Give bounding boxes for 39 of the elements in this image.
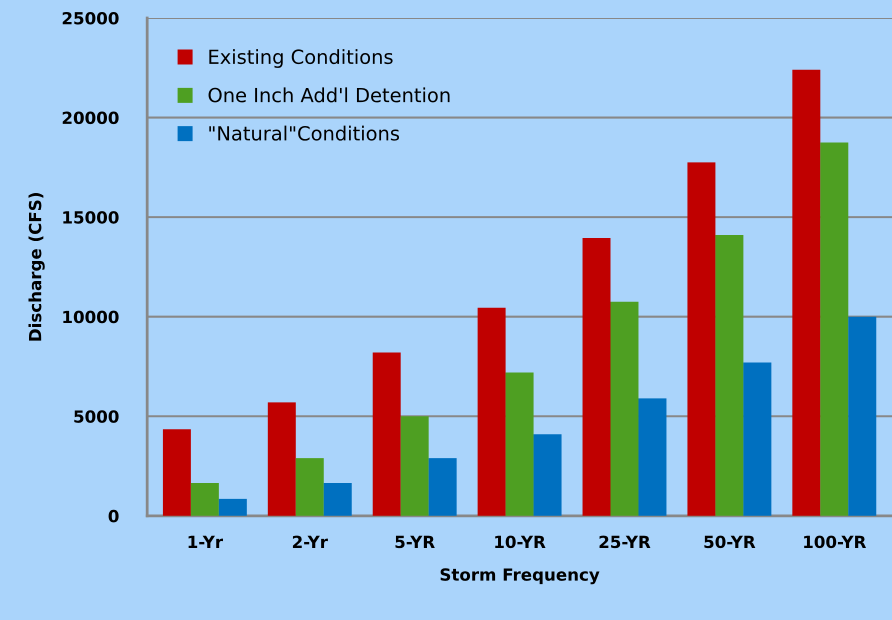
- bar: [610, 302, 638, 516]
- y-tick-label: 15000: [63, 211, 119, 224]
- bar: [743, 362, 772, 516]
- bar: [428, 458, 457, 516]
- bar: [687, 162, 716, 516]
- bar: [400, 416, 429, 516]
- bar: [296, 458, 324, 516]
- x-tick-label: 5-YR: [395, 536, 435, 548]
- legend-label: Existing Conditions: [209, 49, 393, 68]
- y-tick-label: 0: [108, 510, 119, 522]
- x-axis-title: Storm Frequency: [440, 568, 600, 584]
- x-tick-label: 50-YR: [704, 536, 756, 548]
- y-tick-label: 25000: [62, 12, 119, 25]
- bar: [190, 482, 219, 516]
- y-axis-title: Discharge (CFS): [28, 193, 45, 341]
- bar: [534, 434, 562, 516]
- bar: [268, 402, 296, 516]
- bar: [324, 482, 352, 516]
- x-tick-label: 100-YR: [804, 536, 866, 548]
- y-tick-label: 20000: [62, 112, 119, 124]
- y-tick-label: 10000: [63, 310, 119, 324]
- bar: [820, 142, 848, 516]
- y-tick-label: 5000: [74, 410, 119, 423]
- bar: [582, 238, 611, 516]
- legend-label: "Natural"Conditions: [209, 126, 400, 141]
- bar: [372, 352, 401, 516]
- x-tick-label: 1-Yr: [188, 536, 224, 548]
- x-tick-label: 25-YR: [600, 536, 650, 548]
- legend-label: One Inch Add'l Detention: [208, 87, 450, 102]
- bar: [848, 316, 876, 516]
- bar: [506, 372, 534, 516]
- bar: [478, 308, 506, 516]
- x-tick-label: 10-YR: [495, 536, 546, 548]
- bar: [792, 70, 820, 516]
- bar: [715, 235, 744, 516]
- x-tick-label: 2-Yr: [292, 536, 328, 548]
- bar: [162, 429, 191, 516]
- bar: [638, 398, 666, 516]
- bar: [218, 498, 247, 516]
